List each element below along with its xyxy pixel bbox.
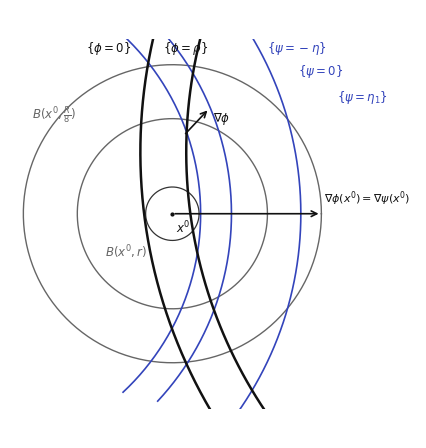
Text: $B(x^0, \frac{R}{8})$: $B(x^0, \frac{R}{8})$ (32, 104, 76, 126)
Text: $x^0$: $x^0$ (176, 220, 190, 237)
Text: $\{\psi = -\eta\}$: $\{\psi = -\eta\}$ (267, 40, 326, 57)
Text: $\{\psi = 0\}$: $\{\psi = 0\}$ (298, 63, 343, 80)
Text: $\nabla\phi(x^0) = \nabla\psi(x^0)$: $\nabla\phi(x^0) = \nabla\psi(x^0)$ (323, 189, 409, 207)
Text: $B(x^0, r)$: $B(x^0, r)$ (105, 244, 147, 261)
Text: $\{\psi = \eta_1\}$: $\{\psi = \eta_1\}$ (336, 89, 387, 106)
Text: $\nabla\phi$: $\nabla\phi$ (213, 112, 230, 127)
Text: $\{\phi = \rho\}$: $\{\phi = \rho\}$ (162, 40, 207, 57)
Text: $\{\phi = 0\}$: $\{\phi = 0\}$ (85, 40, 130, 57)
